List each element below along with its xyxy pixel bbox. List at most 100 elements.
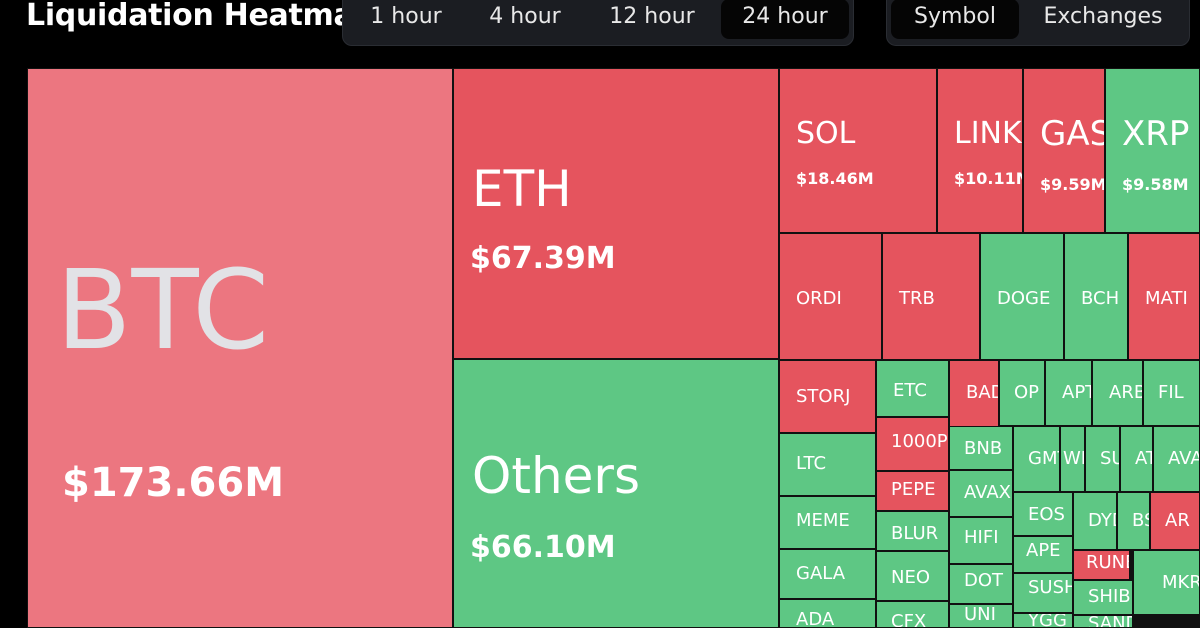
tile-value: $9.59M bbox=[1040, 175, 1105, 194]
tile-symbol: XRP bbox=[1122, 114, 1190, 154]
tile-symbol: NEO bbox=[891, 567, 931, 588]
tile-value: $67.39M bbox=[470, 241, 616, 276]
tile-symbol: BCH bbox=[1081, 288, 1120, 309]
view-option-exchanges[interactable]: Exchanges bbox=[1043, 4, 1163, 29]
tile-symbol: YGG bbox=[1028, 613, 1067, 628]
tile-symbol: DOGE bbox=[997, 288, 1051, 309]
tile-symbol: BTC bbox=[56, 246, 270, 374]
heatmap-tile-sand[interactable]: SAND bbox=[1073, 615, 1133, 628]
heatmap-tile-1000pepe[interactable]: 1000PEPE bbox=[876, 417, 949, 471]
heatmap-tile-rune[interactable]: RUNE bbox=[1073, 550, 1130, 580]
heatmap-tile-ordi[interactable]: ORDI bbox=[779, 233, 882, 360]
tile-symbol: MATI bbox=[1145, 288, 1188, 309]
heatmap-tile-bnb[interactable]: BNB bbox=[949, 426, 1013, 470]
tile-symbol: ETC bbox=[893, 380, 927, 401]
heatmap-tile-gala[interactable]: GALA bbox=[779, 549, 876, 599]
view-mode-selector: Symbol Exchanges bbox=[886, 0, 1190, 46]
heatmap-tile-trb[interactable]: TRB bbox=[882, 233, 980, 360]
heatmap-tile-ar[interactable]: AR bbox=[1150, 492, 1200, 550]
tile-symbol: BNB bbox=[964, 438, 1003, 459]
tile-symbol: LINK bbox=[954, 116, 1022, 151]
tile-symbol: BSV bbox=[1132, 510, 1149, 531]
heatmap-tile-sol[interactable]: SOL $18.46M bbox=[779, 68, 937, 233]
heatmap-tile-apt[interactable]: APT bbox=[1045, 360, 1092, 426]
heatmap-tile-btc[interactable]: BTC $173.66M bbox=[27, 68, 453, 628]
tile-symbol: APT bbox=[1062, 382, 1091, 403]
heatmap-tile-ltc[interactable]: LTC bbox=[779, 433, 876, 496]
tile-symbol: AR bbox=[1165, 510, 1190, 531]
heatmap-tile-gas[interactable]: GAS $9.59M bbox=[1023, 68, 1105, 233]
time-range-selector: 1 hour 4 hour 12 hour 24 hour bbox=[342, 0, 854, 46]
tile-symbol: SAND bbox=[1088, 615, 1132, 628]
tile-value: $173.66M bbox=[62, 460, 284, 506]
heatmap-tile-op[interactable]: OP bbox=[999, 360, 1045, 426]
heatmap-tile-shib[interactable]: SHIB bbox=[1073, 580, 1133, 615]
heatmap-tile-avax[interactable]: AVAX bbox=[1153, 426, 1200, 492]
tile-value: $9.58M bbox=[1122, 175, 1189, 194]
heatmap-tile-eth[interactable]: ETH $67.39M bbox=[453, 68, 779, 359]
tile-symbol: OP bbox=[1014, 382, 1040, 403]
tile-symbol: GALA bbox=[796, 563, 846, 584]
heatmap-tile-link[interactable]: LINK $10.11M bbox=[937, 68, 1023, 233]
heatmap-tile-pepe[interactable]: PEPE bbox=[876, 471, 949, 511]
tile-symbol: HIFI bbox=[964, 527, 999, 548]
heatmap-tile-blur[interactable]: BLUR bbox=[876, 511, 949, 551]
tile-symbol: SUSHI bbox=[1028, 577, 1072, 598]
heatmap-tile-uni[interactable]: UNI bbox=[949, 604, 1013, 628]
time-option-12h[interactable]: 12 hour bbox=[609, 4, 695, 29]
tile-symbol: Others bbox=[472, 447, 641, 505]
heatmap-tile-bsv[interactable]: BSV bbox=[1117, 492, 1150, 550]
tile-value: $66.10M bbox=[470, 530, 616, 565]
heatmap-tile-sushi[interactable]: SUSHI bbox=[1013, 573, 1073, 613]
tile-symbol: BLUR bbox=[891, 523, 939, 544]
heatmap-tile-wld[interactable]: WLD bbox=[1060, 426, 1085, 492]
heatmap-tile-eos[interactable]: EOS bbox=[1013, 492, 1073, 536]
tile-symbol: AVAX bbox=[964, 482, 1011, 503]
heatmap-tile-bad[interactable]: BAD bbox=[949, 360, 999, 435]
tile-symbol: APE bbox=[1026, 540, 1061, 561]
tile-symbol: WLD bbox=[1063, 448, 1084, 469]
heatmap-tile-dydx[interactable]: DYDX bbox=[1073, 492, 1117, 550]
heatmap-tile-etc[interactable]: ETC bbox=[876, 360, 949, 417]
tile-symbol: FIL bbox=[1158, 382, 1184, 403]
time-option-24h[interactable]: 24 hour bbox=[721, 0, 849, 39]
heatmap-tile-doge[interactable]: DOGE bbox=[980, 233, 1064, 360]
view-option-symbol[interactable]: Symbol bbox=[891, 0, 1019, 39]
tile-symbol: PEPE bbox=[891, 479, 936, 500]
heatmap-tile-mati[interactable]: MATI bbox=[1128, 233, 1200, 360]
tile-symbol: ETH bbox=[472, 160, 572, 218]
heatmap-tile-avax[interactable]: AVAX bbox=[949, 470, 1013, 517]
heatmap-tile-others[interactable]: Others $66.10M bbox=[453, 359, 779, 628]
heatmap-tile-ygg[interactable]: YGG bbox=[1013, 613, 1073, 628]
heatmap-tile-sui[interactable]: SUI bbox=[1085, 426, 1120, 492]
tile-symbol: ORDI bbox=[796, 288, 842, 309]
heatmap-tile-arb[interactable]: ARB bbox=[1092, 360, 1143, 426]
time-option-4h[interactable]: 4 hour bbox=[489, 4, 561, 29]
liquidation-treemap: BTC $173.66M ETH $67.39M Others $66.10M SOL $18… bbox=[27, 68, 1200, 628]
page-title: Liquidation Heatmap bbox=[26, 0, 375, 33]
heatmap-tile-xrp[interactable]: XRP $9.58M bbox=[1105, 68, 1200, 233]
heatmap-tile-ada[interactable]: ADA bbox=[779, 599, 876, 628]
tile-symbol: EOS bbox=[1028, 504, 1065, 525]
heatmap-tile-ape[interactable]: APE bbox=[1013, 536, 1073, 573]
heatmap-tile-meme[interactable]: MEME bbox=[779, 496, 876, 549]
tile-symbol: MEME bbox=[796, 510, 850, 531]
tile-symbol: RUNE bbox=[1086, 552, 1129, 573]
heatmap-tile-bch[interactable]: BCH bbox=[1064, 233, 1128, 360]
tile-symbol: CFX bbox=[891, 611, 927, 628]
heatmap-tile-storj[interactable]: STORJ bbox=[779, 360, 876, 433]
heatmap-tile-hifi[interactable]: HIFI bbox=[949, 517, 1013, 564]
tile-symbol: SHIB bbox=[1088, 586, 1131, 607]
tile-symbol: ADA bbox=[796, 609, 835, 628]
heatmap-tile-mkr[interactable]: MKR bbox=[1133, 550, 1200, 615]
tile-symbol: DYDX bbox=[1088, 510, 1116, 531]
heatmap-tile-dot[interactable]: DOT bbox=[949, 564, 1013, 604]
heatmap-tile-atom[interactable]: ATOM bbox=[1120, 426, 1153, 492]
tile-symbol: ARB bbox=[1109, 382, 1143, 403]
heatmap-tile-gmt[interactable]: GMT bbox=[1013, 426, 1060, 492]
tile-symbol: GAS bbox=[1040, 114, 1105, 154]
heatmap-tile-fil[interactable]: FIL bbox=[1143, 360, 1200, 426]
time-option-1h[interactable]: 1 hour bbox=[370, 4, 442, 29]
heatmap-tile-cfx[interactable]: CFX bbox=[876, 601, 949, 628]
heatmap-tile-neo[interactable]: NEO bbox=[876, 551, 949, 601]
